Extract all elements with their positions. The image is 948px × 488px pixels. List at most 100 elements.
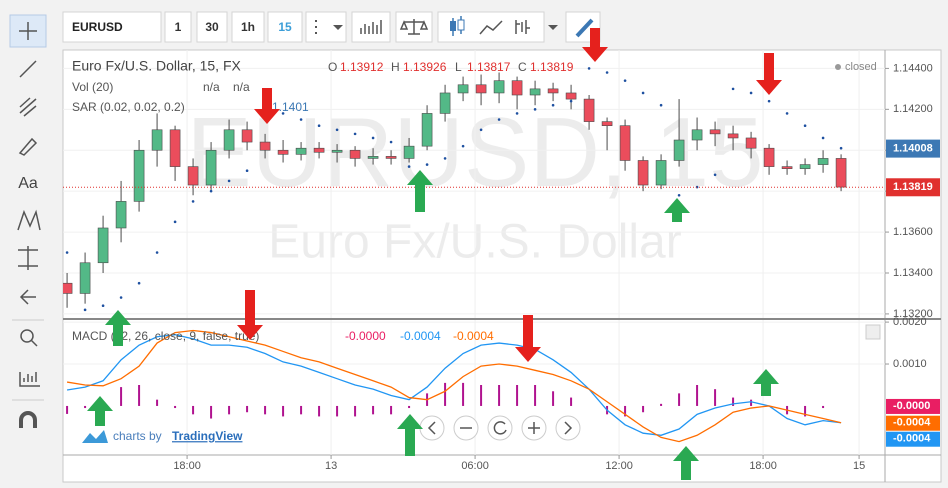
interval-button[interactable] xyxy=(267,11,303,43)
interval-button[interactable] xyxy=(164,11,192,43)
green-arrow xyxy=(397,414,423,456)
zoom-tool[interactable] xyxy=(20,329,34,343)
text-tool[interactable]: Aa xyxy=(18,175,38,192)
sar-dot xyxy=(587,67,591,70)
sar-dot xyxy=(173,220,177,224)
candle-body xyxy=(511,80,523,96)
candle-body xyxy=(475,84,487,94)
scroll-right[interactable] xyxy=(555,415,581,441)
macd-legend-value: -0.0000 xyxy=(345,329,386,343)
fib-tool[interactable] xyxy=(19,97,37,117)
measure-chart-tool[interactable] xyxy=(19,372,40,387)
sar-dot xyxy=(353,132,357,136)
ohlc-legend: O 1.13912 H 1.13926 L 1.13817 C 1.13819 xyxy=(328,60,574,74)
candle-body xyxy=(133,149,145,202)
sar-dot xyxy=(515,112,519,115)
sar-dot xyxy=(299,118,303,121)
line-tool[interactable] xyxy=(19,60,37,78)
sar-dot xyxy=(533,108,537,111)
annotations xyxy=(87,28,782,480)
price-badge xyxy=(886,415,940,431)
brush-tool[interactable] xyxy=(18,137,38,156)
green-arrow xyxy=(753,369,779,396)
scroll-left[interactable] xyxy=(419,415,445,441)
candle-body xyxy=(727,133,739,139)
candle-body xyxy=(421,113,433,147)
indicator-value: n/a xyxy=(203,80,220,94)
pattern-tool[interactable] xyxy=(17,209,41,231)
maximize-pane[interactable] xyxy=(865,324,881,340)
sar-dot xyxy=(119,296,123,299)
symbol: EURUSD xyxy=(72,20,123,34)
reset-icon xyxy=(493,421,507,435)
x-tick-label: 15 xyxy=(853,460,865,472)
candle-body xyxy=(277,149,289,155)
sar-dot xyxy=(497,118,501,121)
chart-title: Euro Fx/U.S. Dollar, 15, FX xyxy=(72,58,241,74)
sar-dot xyxy=(227,179,231,183)
indicator-name: SAR (0.02, 0.02, 0.2) xyxy=(72,100,185,114)
sar-dot xyxy=(605,71,609,74)
y-tick-label: 1.14400 xyxy=(893,62,933,74)
interval-button[interactable] xyxy=(196,11,228,43)
back-tool[interactable] xyxy=(19,289,36,305)
sar-dot xyxy=(389,140,393,144)
red-arrow xyxy=(582,28,608,62)
interval-button[interactable] xyxy=(231,11,265,43)
brand-prefix: charts by xyxy=(113,429,162,443)
sar-dot xyxy=(461,144,465,148)
candle-body xyxy=(223,129,235,151)
price-badge-label: -0.0004 xyxy=(893,417,931,429)
price-badge xyxy=(886,139,940,158)
candle-body xyxy=(835,158,847,188)
sar-dot xyxy=(659,103,663,107)
sar-dot xyxy=(83,308,87,312)
price-badge xyxy=(886,398,940,414)
sar-dot xyxy=(839,146,843,150)
candle-body xyxy=(439,92,451,114)
indicator-name: Vol (20) xyxy=(72,80,113,94)
interval-label: 30 xyxy=(205,20,219,34)
red-arrow xyxy=(515,315,541,362)
candle-body xyxy=(547,88,559,94)
chevron xyxy=(427,421,436,435)
reset[interactable] xyxy=(487,415,513,441)
ohlc-label: H xyxy=(391,60,400,74)
y-tick-label: 1.13600 xyxy=(893,226,933,238)
macd-title: MACD (12, 26, close, 9, false, true) xyxy=(72,329,259,343)
market-status: closed xyxy=(845,61,877,73)
indicator-value: 1.1401 xyxy=(272,100,309,114)
ohlc-value: 1.13819 xyxy=(530,60,574,74)
candle-body xyxy=(349,149,361,159)
top-toolbar: EURUSD 1 30 1h 15 xyxy=(62,11,601,43)
candle-body xyxy=(313,147,325,153)
brand-link[interactable]: TradingView xyxy=(172,429,243,443)
price-pane xyxy=(63,50,885,318)
candle-body xyxy=(709,129,721,135)
sar-dot xyxy=(623,79,627,82)
candle-body xyxy=(367,156,379,159)
interval-label: 1 xyxy=(175,20,182,34)
measure-tool[interactable] xyxy=(18,246,38,270)
sar-dot xyxy=(191,200,195,203)
x-tick-label: 18:00 xyxy=(749,460,777,472)
dropdown-arrow xyxy=(548,25,558,30)
sar-dot xyxy=(317,124,321,127)
ohlc-value: 1.13912 xyxy=(340,60,384,74)
status-dot xyxy=(835,64,841,70)
green-arrow xyxy=(673,446,699,480)
sar-dot xyxy=(641,91,645,95)
price-badge xyxy=(886,178,940,197)
sar-dot xyxy=(407,165,411,168)
sar-dot xyxy=(245,169,249,173)
price-badge-label: -0.0004 xyxy=(893,433,931,445)
price-badge xyxy=(886,431,940,447)
macd-legend-value: -0.0004 xyxy=(453,329,494,343)
symbol-box[interactable] xyxy=(62,11,162,43)
ohlc-label: L xyxy=(455,60,462,74)
zoom-controls xyxy=(419,415,581,441)
indicator-value: n/a xyxy=(233,80,250,94)
magnet-tool[interactable] xyxy=(19,411,37,428)
indicators-button[interactable] xyxy=(351,11,391,43)
